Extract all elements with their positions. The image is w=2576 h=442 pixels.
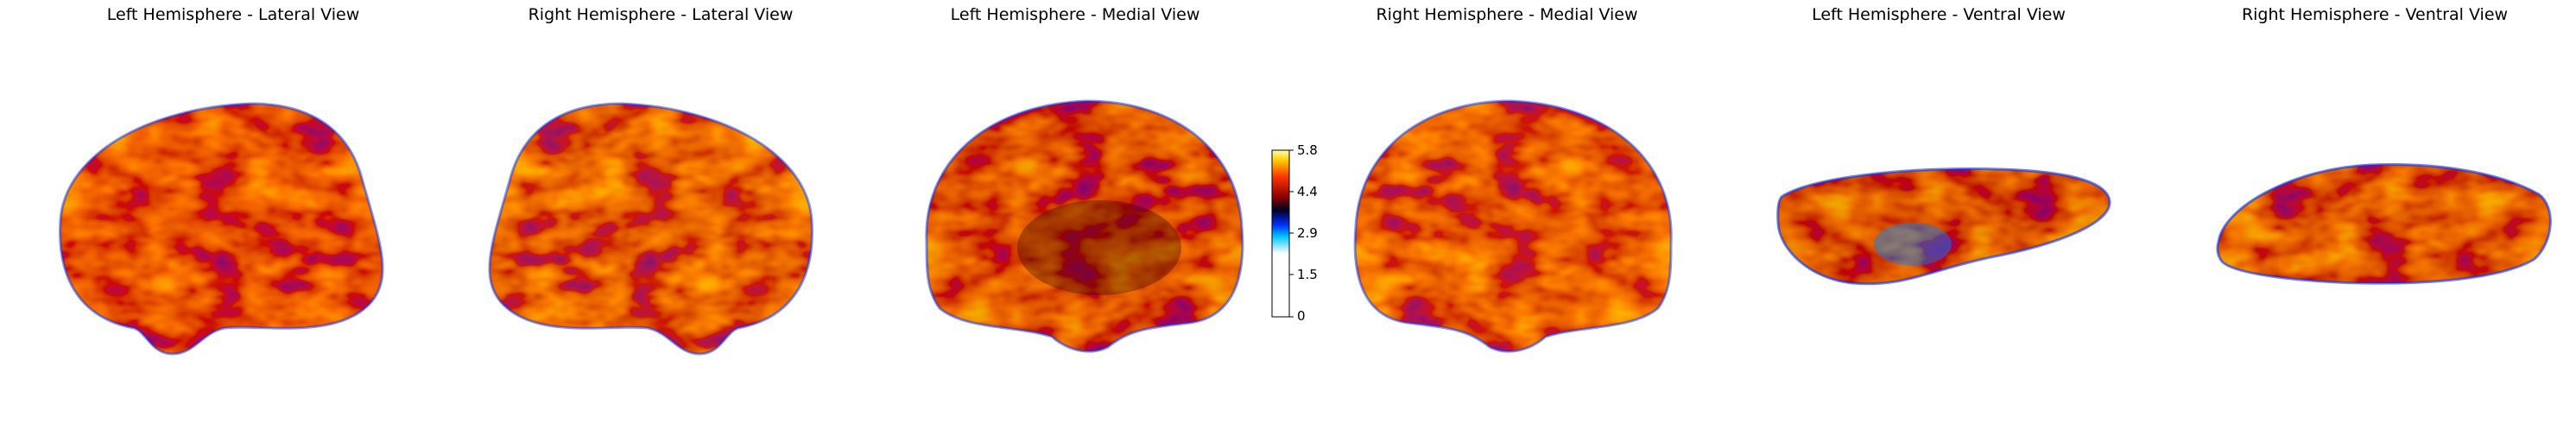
panel-title-left-ventral: Left Hemisphere - Ventral View — [1812, 5, 2066, 24]
panel-title-left-lateral: Left Hemisphere - Lateral View — [106, 5, 360, 24]
colorbar-tick-label: 2.9 — [1297, 225, 1318, 241]
brain-right-ventral — [2216, 163, 2552, 285]
brain-left-ventral — [1776, 167, 2111, 286]
colorbar-tick-label: 4.4 — [1297, 184, 1318, 199]
panel-title-right-lateral: Right Hemisphere - Lateral View — [528, 5, 794, 24]
colorbar — [1271, 149, 1294, 318]
panel-title-right-medial: Right Hemisphere - Medial View — [1376, 5, 1638, 24]
colorbar-tick-label: 0 — [1297, 308, 1306, 324]
colorbar-tick-label: 1.5 — [1297, 267, 1318, 282]
brain-left-lateral — [59, 102, 384, 356]
brain-left-medial — [925, 99, 1244, 353]
brain-right-medial — [1353, 99, 1673, 353]
colorbar-tick-label: 5.8 — [1297, 142, 1318, 158]
panel-title-left-medial: Left Hemisphere - Medial View — [950, 5, 1200, 24]
panel-title-right-ventral: Right Hemisphere - Ventral View — [2241, 5, 2509, 24]
brain-right-lateral — [488, 102, 813, 356]
